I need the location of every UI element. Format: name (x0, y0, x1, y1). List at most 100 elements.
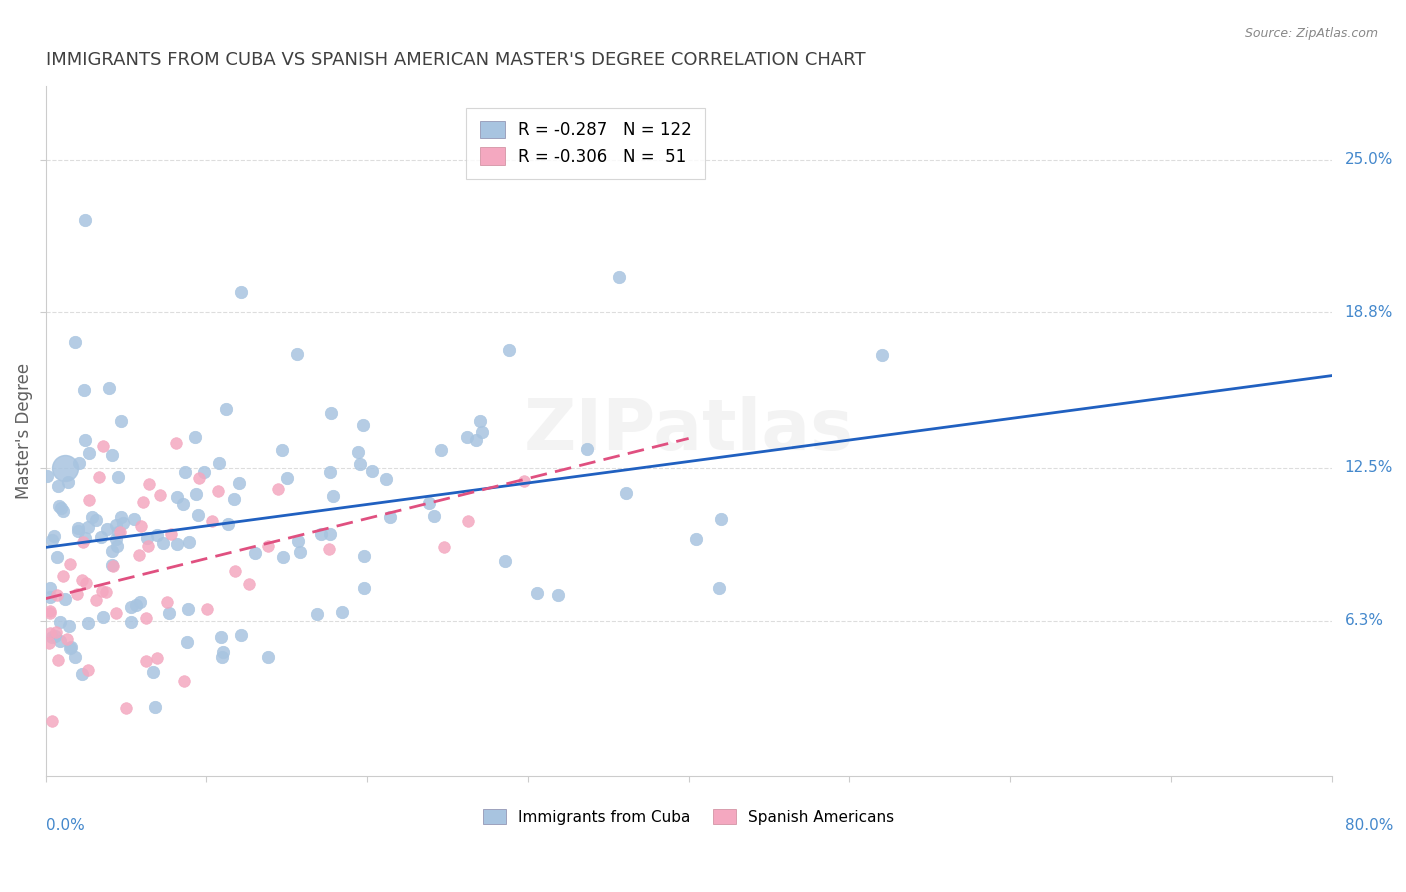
Point (352, 418, 374, 433)
Point (72, 535, 94, 549)
Point (330, 605, 353, 619)
Point (142, 665, 165, 680)
Point (136, 539, 159, 553)
Point (39, 626, 62, 640)
Point (100, 448, 122, 462)
Point (157, 606, 180, 620)
Point (184, 430, 207, 444)
Point (110, 509, 132, 524)
Point (104, 518, 127, 533)
Point (110, 414, 132, 428)
Point (69, 456, 91, 470)
Point (418, 496, 440, 510)
Point (498, 343, 520, 357)
Point (98, 381, 121, 395)
Point (75, 575, 97, 590)
Point (207, 483, 229, 498)
Point (84, 592, 107, 607)
Point (56, 475, 79, 489)
Text: 6.3%: 6.3% (1344, 614, 1384, 628)
Point (433, 540, 456, 554)
Point (211, 646, 233, 660)
Point (215, 401, 238, 416)
Point (128, 548, 150, 562)
Point (101, 543, 124, 558)
Point (547, 588, 569, 602)
Point (173, 465, 195, 479)
Point (76, 664, 98, 678)
Point (58, 618, 80, 632)
Point (44, 529, 66, 543)
Point (145, 650, 167, 665)
Point (38, 606, 60, 620)
Point (122, 512, 145, 526)
Point (607, 269, 630, 284)
Point (104, 607, 127, 621)
Point (319, 406, 342, 420)
Point (46, 549, 69, 564)
Point (67, 524, 90, 539)
Point (468, 414, 491, 428)
Point (73, 383, 96, 397)
Point (129, 595, 152, 609)
Point (104, 532, 127, 546)
Point (38, 636, 60, 650)
Point (238, 577, 260, 591)
Point (149, 488, 172, 502)
Point (710, 511, 733, 525)
Point (173, 673, 195, 688)
Point (115, 701, 138, 715)
Point (422, 509, 444, 524)
Point (276, 471, 298, 485)
Point (172, 497, 194, 511)
Point (80, 509, 103, 524)
Point (257, 539, 280, 553)
Point (46, 653, 69, 667)
Point (90, 530, 112, 544)
Point (52, 504, 75, 518)
Point (91, 440, 114, 454)
Point (271, 549, 294, 564)
Point (66, 587, 89, 601)
Point (48, 500, 70, 514)
Point (322, 490, 344, 504)
Point (125, 598, 148, 612)
Point (135, 654, 157, 668)
Point (360, 463, 382, 477)
Point (166, 490, 188, 504)
Point (614, 486, 637, 500)
Point (70, 574, 93, 588)
Point (70, 667, 93, 681)
Point (211, 649, 233, 664)
Point (347, 444, 370, 458)
Point (53, 460, 76, 475)
Point (311, 526, 333, 541)
Point (353, 549, 375, 564)
Point (63, 334, 86, 349)
Point (575, 442, 598, 456)
Point (307, 607, 329, 621)
Point (132, 495, 155, 509)
Point (41, 714, 63, 728)
Y-axis label: Master's Degree: Master's Degree (15, 363, 32, 499)
Point (101, 558, 124, 572)
Point (76, 519, 98, 533)
Point (46, 478, 69, 492)
Text: 80.0%: 80.0% (1344, 818, 1393, 832)
Point (120, 599, 142, 614)
Point (224, 564, 246, 578)
Point (208, 456, 231, 470)
Text: IMMIGRANTS FROM CUBA VS SPANISH AMERICAN MASTER'S DEGREE CORRELATION CHART: IMMIGRANTS FROM CUBA VS SPANISH AMERICAN… (45, 51, 865, 69)
Point (37, 468, 59, 483)
Point (105, 539, 128, 553)
Point (709, 582, 731, 596)
Point (67, 521, 90, 535)
Point (319, 465, 342, 479)
Point (187, 508, 209, 522)
Point (513, 474, 536, 488)
Point (38, 581, 60, 595)
Text: 25.0%: 25.0% (1344, 152, 1393, 167)
Point (166, 537, 188, 551)
Point (39, 604, 62, 618)
Point (101, 559, 124, 574)
